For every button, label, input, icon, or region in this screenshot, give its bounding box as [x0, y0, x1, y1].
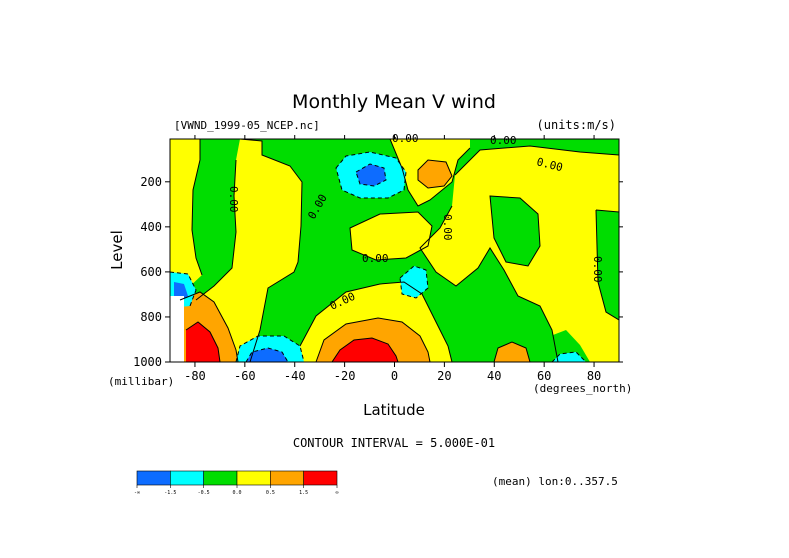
contour-line [185, 321, 221, 362]
colorbar-swatch [203, 470, 238, 486]
x-tick-label: 20 [437, 369, 451, 383]
dashed-contour-line [235, 335, 305, 362]
missing-data-mask [170, 296, 184, 362]
contour-line [454, 145, 619, 176]
contour-label: 0.00 [227, 186, 240, 213]
contour-line [239, 139, 303, 362]
contour-lines [179, 139, 619, 362]
green-island-northern [490, 196, 540, 266]
colorbar-swatch [270, 470, 304, 486]
colorbar-tick-label: -0.5 [198, 490, 210, 496]
blue-region-sh-lowlevel [246, 348, 288, 362]
yellow-region-south-pole [170, 139, 202, 288]
y-tick-label: 800 [140, 310, 162, 324]
x-tick-label: 60 [537, 369, 551, 383]
contour-line [191, 139, 203, 276]
colorbar-tick-label: 0.0 [232, 490, 241, 496]
yellow-region-equator-mid [350, 212, 432, 260]
colorbar-swatch [236, 470, 271, 486]
colorbar-tick-label: 0.5 [266, 490, 275, 496]
contour-label: 0.00 [591, 256, 604, 283]
units-label: (units:m/s) [537, 118, 616, 132]
x-tick-label: 40 [487, 369, 501, 383]
dashed-contour-line [245, 347, 289, 362]
dataset-label: [VWND_1999-05_NCEP.nc] [174, 119, 320, 132]
contour-line [179, 291, 239, 362]
contour-line [349, 211, 433, 261]
mean-longitude-note: (mean) lon:0..357.5 [492, 475, 618, 488]
contour-line [195, 159, 237, 301]
dashed-contour-line [335, 151, 407, 199]
y-tick-label: 400 [140, 220, 162, 234]
contour-line [489, 195, 541, 267]
colorbar: -∞ -1.5 -0.5 0.0 0.5 1.5 ∞ [134, 470, 339, 496]
contour-line [417, 159, 453, 189]
y-tick-label: 1000 [133, 355, 162, 369]
contour-line [493, 341, 531, 362]
colorbar-tick-label: ∞ [335, 490, 338, 496]
contour-label: 0.00 [490, 134, 517, 147]
dashed-contour-line [170, 271, 197, 307]
contour-label: 0.00 [535, 155, 564, 174]
x-tick-label: -60 [234, 369, 256, 383]
contour-label: 0.00 [441, 214, 454, 241]
x-units-label: (degrees_north) [533, 382, 632, 395]
y-tick-label: 600 [140, 265, 162, 279]
contour-label: 0.00 [362, 252, 389, 265]
red-region-south-pole-low [186, 322, 220, 362]
dashed-contour-line [355, 163, 387, 187]
contour-interval-label: CONTOUR INTERVAL = 5.000E-01 [293, 436, 495, 450]
colorbar-swatch [170, 470, 204, 486]
orange-region-nh-midlat [494, 342, 530, 362]
contour-line [419, 205, 559, 362]
colorbar-swatch [136, 470, 171, 486]
x-axis-title: Latitude [363, 401, 425, 419]
yellow-region-southern-midlat [196, 139, 302, 362]
chart-title: Monthly Mean V wind [292, 91, 496, 113]
contour-line [299, 281, 453, 362]
y-axis-ticks: 200 400 600 800 1000 [133, 175, 623, 369]
cyan-region-nh-lowlevel [552, 352, 586, 362]
y-units-label: (millibar) [108, 375, 174, 388]
green-island-high-north [596, 210, 619, 320]
negative-contour-lines [170, 151, 587, 362]
y-axis-title: Level [108, 230, 126, 270]
dashed-contour-line [399, 265, 429, 299]
blue-region-sh-upper [356, 164, 386, 186]
colorbar-tick-label: -1.5 [164, 490, 176, 496]
x-tick-label: 80 [587, 369, 601, 383]
contour-line [595, 209, 619, 321]
strong-negative-regions [174, 164, 386, 362]
x-tick-label: -40 [284, 369, 306, 383]
colorbar-swatch [303, 470, 338, 486]
contour-field [170, 139, 619, 362]
x-axis-ticks: -80 -60 -40 -20 0 20 40 60 80 [184, 135, 601, 383]
x-tick-label: -20 [334, 369, 356, 383]
x-tick-label: 0 [391, 369, 398, 383]
y-tick-label: 200 [140, 175, 162, 189]
contour-line [331, 337, 399, 362]
x-tick-label: -80 [184, 369, 206, 383]
orange-region-nh-upper [418, 160, 452, 188]
cyan-region-equator [400, 266, 428, 298]
contour-line [315, 317, 431, 362]
colorbar-tick-label: 1.5 [299, 490, 308, 496]
colorbar-tick-label: -∞ [134, 490, 140, 496]
contour-line [389, 139, 471, 207]
